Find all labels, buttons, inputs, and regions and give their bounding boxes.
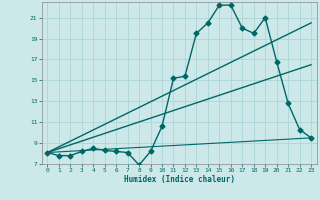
X-axis label: Humidex (Indice chaleur): Humidex (Indice chaleur) bbox=[124, 175, 235, 184]
